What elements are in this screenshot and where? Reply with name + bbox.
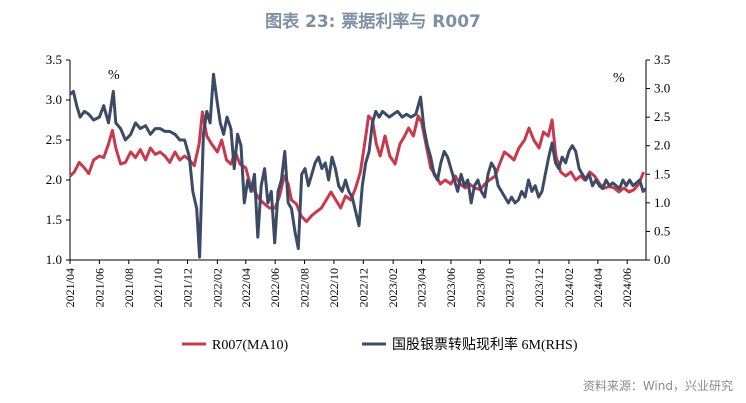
right-tick-label: 1.0 (654, 195, 670, 210)
legend-label-r007: R007(MA10) (212, 338, 289, 353)
x-tick-label: 2024/06 (620, 268, 634, 307)
right-tick-label: 3.0 (654, 81, 670, 96)
x-tick-label: 2022/10 (327, 268, 341, 307)
left-tick-label: 1.0 (46, 252, 62, 267)
x-tick-label: 2023/10 (503, 268, 517, 307)
right-unit-label: % (613, 71, 625, 86)
plot-area: 1.0 1.5 2.0 2.5 3.0 3.5 0.0 0.5 1.0 1.5 2.0 2.5 3.0… (46, 52, 671, 307)
right-tick-label: 3.5 (654, 52, 670, 67)
x-tick-labels: 2021/04 2021/06 2021/08 2021/10 2021/12 2022/… (63, 260, 634, 307)
x-tick-label: 2024/02 (562, 268, 576, 307)
series-line-bill-rate (69, 72, 648, 259)
x-tick-label: 2023/04 (415, 268, 429, 307)
right-tick-label: 0.5 (654, 223, 670, 238)
chart-title: 图表 23: 票据利率与 R007 (265, 11, 481, 32)
x-tick-label: 2023/12 (532, 268, 546, 307)
x-tick-label: 2022/06 (268, 268, 282, 307)
legend-label-bill-rate: 国股银票转贴现利率 6M(RHS) (392, 336, 578, 353)
left-tick-labels: 1.0 1.5 2.0 2.5 3.0 3.5 (46, 52, 70, 267)
x-tick-label: 2021/10 (151, 268, 165, 307)
left-unit-label: % (108, 68, 120, 83)
x-tick-label: 2022/04 (239, 268, 253, 307)
x-tick-label: 2023/02 (386, 268, 400, 307)
left-tick-label: 1.5 (46, 212, 62, 227)
left-tick-label: 2.0 (46, 172, 62, 187)
x-tick-label: 2022/12 (356, 268, 370, 307)
series-line-r007 (68, 110, 645, 224)
x-tick-label: 2023/08 (473, 268, 487, 307)
right-tick-labels: 0.0 0.5 1.0 1.5 2.0 2.5 3.0 3.5 (646, 52, 670, 267)
x-tick-label: 2022/02 (210, 268, 224, 307)
left-tick-label: 2.5 (46, 132, 62, 147)
x-tick-label: 2022/08 (298, 268, 312, 307)
x-tick-label: 2021/12 (181, 268, 195, 307)
x-tick-label: 2023/06 (444, 268, 458, 307)
left-tick-label: 3.0 (46, 92, 62, 107)
x-tick-label: 2021/06 (92, 268, 106, 307)
right-tick-label: 0.0 (654, 252, 670, 267)
source-note: 资料来源：Wind，兴业研究 (583, 378, 733, 393)
x-tick-label: 2021/08 (122, 268, 136, 307)
right-tick-label: 2.5 (654, 109, 670, 124)
series-layer (68, 72, 648, 259)
x-tick-label: 2024/04 (591, 268, 605, 307)
right-tick-label: 2.0 (654, 138, 670, 153)
right-tick-label: 1.5 (654, 166, 670, 181)
left-tick-label: 3.5 (46, 52, 62, 67)
legend: R007(MA10) 国股银票转贴现利率 6M(RHS) (182, 336, 578, 353)
x-tick-label: 2021/04 (63, 268, 77, 307)
